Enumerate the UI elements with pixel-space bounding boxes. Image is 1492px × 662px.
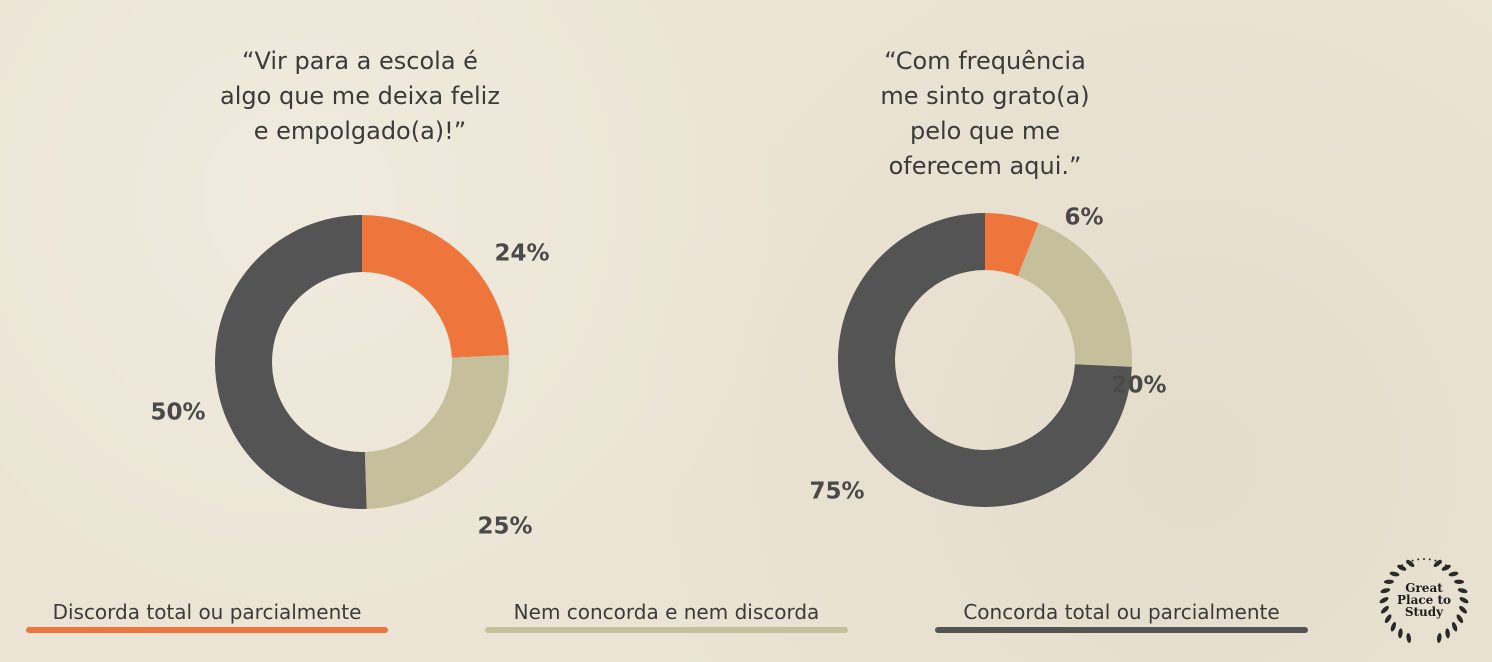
laurel-leaf [1397, 564, 1407, 571]
laurel-leaf [1441, 564, 1451, 571]
legend-color-bar [935, 627, 1308, 633]
badge-text-line: Study [1404, 605, 1444, 619]
legend-item-neutro: Nem concorda e nem discorda [485, 598, 848, 634]
laurel-leaf [1457, 588, 1468, 594]
chart-1-slice-discorda [362, 215, 509, 358]
chart-2-slice-concorda [838, 213, 1132, 508]
laurel-leaf [1380, 588, 1391, 594]
legend-label: Nem concorda e nem discorda [513, 600, 820, 624]
chart-1-title-line: algo que me deixa feliz [220, 82, 500, 110]
laurel-leaf [1389, 571, 1400, 577]
laurel-leaf [1448, 571, 1459, 577]
chart-1-slice-concorda [214, 215, 367, 509]
laurel-leaf [1406, 633, 1412, 643]
badge-dot [1428, 558, 1431, 561]
legend-item-discorda: Discorda total ou parcialmente [26, 598, 388, 634]
badge-dot [1406, 561, 1409, 564]
chart-2-title-line: me sinto grato(a) [880, 82, 1090, 110]
badge-dot [1423, 558, 1425, 560]
laurel-leaf [1459, 597, 1469, 604]
chart-2-title-line: pelo que me [910, 117, 1060, 145]
chart-2-title-line: oferecem aqui.” [888, 152, 1082, 180]
chart-1-title-line: e empolgado(a)!” [253, 117, 467, 145]
laurel-leaf [1398, 628, 1403, 639]
chart-2-slice-discorda [985, 213, 1039, 277]
chart-1-data-label-concorda: 50% [150, 400, 205, 426]
badge-dot [1401, 564, 1404, 567]
laurel-leaf [1459, 605, 1468, 614]
legend-label: Concorda total ou parcialmente [963, 600, 1280, 624]
laurel-leaf [1436, 633, 1442, 643]
chart-2-slice-neutro [1017, 223, 1132, 367]
chart-1-title-line: “Vir para a escola é [242, 47, 478, 75]
badge-text: Great Place to Study [1378, 582, 1470, 618]
laurel-leaf [1380, 605, 1389, 614]
badge-dot [1439, 561, 1442, 564]
chart-2-data-label-neutro: 20% [1111, 373, 1166, 399]
legend-color-bar [26, 627, 388, 633]
laurel-leaf [1383, 579, 1394, 584]
laurel-wreath-icon [1379, 558, 1469, 643]
laurel-leaf [1406, 559, 1415, 568]
laurel-leaf [1433, 559, 1442, 568]
great-place-to-study-badge: Great Place to Study [1378, 555, 1470, 647]
chart-2-data-label-discorda: 6% [1064, 205, 1103, 231]
badge-text-line: Great [1405, 581, 1443, 595]
badge-dot [1411, 559, 1414, 562]
badge-dot [1444, 564, 1447, 567]
chart-1-title: “Vir para a escola é algo que me deixa f… [190, 44, 530, 149]
laurel-leaf [1445, 628, 1450, 639]
badge-dot [1434, 559, 1437, 562]
legend-color-bar [485, 627, 848, 633]
legend-item-concorda: Concorda total ou parcialmente [935, 598, 1308, 634]
laurel-leaf [1451, 621, 1458, 632]
badge-text-line: Place to [1396, 593, 1452, 607]
chart-1-slice-neutro [364, 355, 509, 509]
laurel-leaf [1454, 579, 1465, 584]
laurel-leaf [1390, 621, 1397, 632]
legend-label: Discorda total ou parcialmente [52, 600, 362, 624]
laurel-leaf [1456, 614, 1464, 624]
laurel-leaf [1379, 597, 1389, 604]
chart-2-title-line: “Com frequência [884, 47, 1086, 75]
laurel-leaf [1384, 614, 1392, 624]
chart-2-data-label-concorda: 75% [809, 479, 864, 505]
badge-dot [1417, 558, 1420, 561]
chart-1-data-label-discorda: 24% [494, 241, 549, 267]
chart-1-data-label-neutro: 25% [477, 514, 532, 540]
chart-2-title: “Com frequência me sinto grato(a) pelo q… [830, 44, 1140, 184]
